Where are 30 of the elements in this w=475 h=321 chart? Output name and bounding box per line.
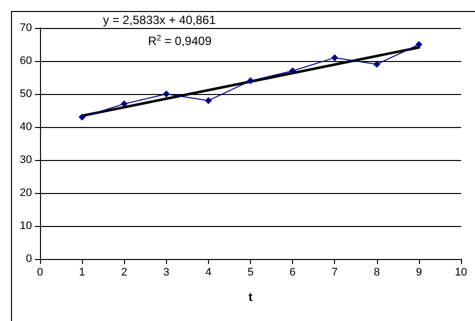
x-tick-label: 5 [247, 266, 254, 278]
point [331, 54, 338, 62]
point [162, 90, 170, 98]
y-tick-label: 50 [20, 88, 32, 100]
x-tick-label: 1 [79, 266, 86, 278]
x-axis-title: t [248, 290, 252, 304]
point [289, 67, 296, 74]
point [120, 100, 128, 108]
point [78, 114, 86, 121]
x-tick-label: 9 [416, 266, 422, 278]
point [373, 60, 380, 68]
x-tick-label: 3 [163, 266, 170, 278]
x-tick-label: 6 [290, 266, 296, 278]
y-tick-label: 70 [20, 22, 32, 34]
point [204, 97, 212, 104]
y-tick-label: 10 [20, 220, 32, 232]
y-tick-label: 30 [20, 154, 32, 166]
point [415, 41, 422, 48]
x-tick-label: 8 [374, 266, 380, 278]
x-tick-label: 2 [121, 266, 128, 278]
y-tick-label: 40 [20, 121, 32, 133]
x-tick-label: 0 [36, 266, 44, 278]
y-tick-label: 20 [20, 187, 32, 199]
text: y = 2,5833x + 40,861 [103, 13, 216, 27]
x-tick-label: 10 [454, 266, 468, 278]
x-tick-label: 4 [205, 266, 212, 278]
point [247, 77, 254, 84]
x-tick-label: 7 [332, 266, 338, 278]
y-tick-label: 60 [20, 55, 32, 67]
y-tick-label: 0 [26, 253, 32, 265]
